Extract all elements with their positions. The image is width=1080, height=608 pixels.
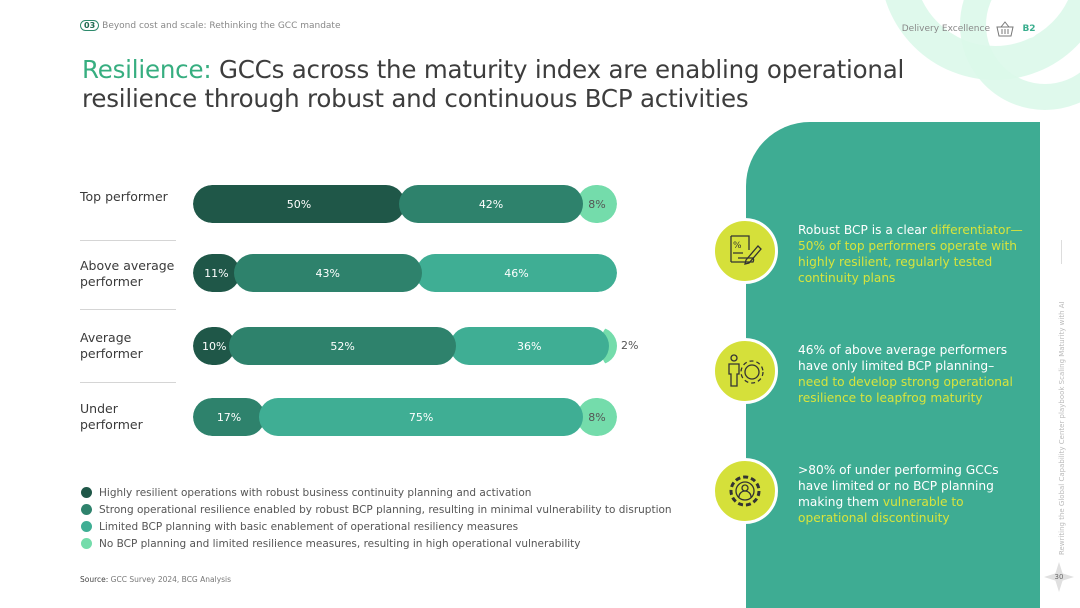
person-gear-icon bbox=[728, 354, 764, 387]
callout-text: Robust BCP is a clear differentiator—50%… bbox=[798, 222, 1023, 286]
legend-label: Limited BCP planning with basic enableme… bbox=[99, 520, 519, 533]
bar-row: 10% 52% 36% bbox=[193, 327, 617, 365]
legend-label: No BCP planning and limited resilience m… bbox=[99, 537, 581, 550]
section-label: Delivery Excellence bbox=[901, 24, 990, 34]
vertical-footer-text: Rewriting the Global Capability Center p… bbox=[1058, 301, 1066, 555]
svg-text:%: % bbox=[733, 241, 742, 251]
callout-text-main: 46% of above average performers have onl… bbox=[798, 343, 1008, 373]
bar-value-label: 42% bbox=[478, 197, 504, 211]
callout: 46% of above average performers have onl… bbox=[712, 338, 1013, 405]
callout-text: 46% of above average performers have onl… bbox=[798, 342, 1023, 406]
bar-segment: 8% bbox=[577, 398, 617, 436]
bar-segment: 52% bbox=[229, 327, 456, 365]
bar-segment: 17% bbox=[193, 398, 266, 436]
bar-segment: 75% bbox=[259, 398, 584, 436]
section-tag: Delivery Excellence B2 bbox=[902, 20, 1038, 38]
bar-row: 11% 43% 46% bbox=[193, 254, 617, 292]
page-number: 30 bbox=[1044, 562, 1074, 592]
section-number: 03 bbox=[80, 20, 100, 31]
callout: >80% of under performing GCCs have limit… bbox=[712, 458, 999, 525]
bar-value-label: 8% bbox=[588, 410, 606, 424]
bar-value-label: 10% bbox=[201, 339, 227, 353]
breadcrumb-text: Beyond cost and scale: Rethinking the GC… bbox=[102, 20, 341, 31]
legend-label: Strong operational resilience enabled by… bbox=[99, 503, 672, 516]
legend-item: Limited BCP planning with basic enableme… bbox=[81, 518, 672, 535]
bar-value-label: 11% bbox=[204, 266, 229, 280]
callout-icon-circle bbox=[712, 458, 778, 524]
source-label: Source: bbox=[80, 575, 109, 584]
legend-swatch bbox=[81, 504, 92, 515]
legend-item: Highly resilient operations with robust … bbox=[81, 484, 672, 501]
legend-swatch bbox=[81, 538, 92, 549]
breadcrumb: 03 Beyond cost and scale: Rethinking the… bbox=[80, 20, 341, 31]
callout-icon-circle bbox=[712, 338, 778, 404]
bar-row: 50% 42% 8% bbox=[193, 185, 617, 223]
legend-swatch bbox=[81, 521, 92, 532]
callout-text-highlight: vulnerable to operational discontinuity bbox=[798, 495, 964, 525]
title-highlight: Resilience: bbox=[82, 55, 212, 84]
bar-value-label: 46% bbox=[504, 266, 529, 280]
gear-person-icon bbox=[729, 475, 761, 507]
source-text: GCC Survey 2024, BCG Analysis bbox=[108, 575, 232, 584]
bar-segment: 42% bbox=[399, 185, 584, 223]
legend-item: Strong operational resilience enabled by… bbox=[81, 501, 672, 518]
legend-label: Highly resilient operations with robust … bbox=[99, 486, 532, 499]
bar-segment: 46% bbox=[415, 254, 617, 292]
row-divider bbox=[80, 382, 176, 383]
callout-text-main: Robust BCP is a clear bbox=[798, 223, 931, 237]
bar-row: 17% 75% 8% bbox=[193, 398, 617, 436]
bar-segment: 8% bbox=[577, 185, 617, 223]
callout-text-highlight: differentiator—50% of top performers ope… bbox=[798, 223, 1023, 285]
callout: % Robust BCP is a clear differentiator—5… bbox=[712, 218, 1023, 285]
row-label: Under performer bbox=[80, 401, 143, 432]
legend-item: No BCP planning and limited resilience m… bbox=[81, 535, 672, 552]
insights-panel bbox=[746, 122, 1040, 608]
document-percent-pen-icon: % bbox=[730, 235, 762, 265]
source-note: Source: GCC Survey 2024, BCG Analysis bbox=[80, 575, 231, 584]
bar-value-label: 43% bbox=[315, 266, 340, 280]
section-badge: B2 bbox=[1020, 20, 1038, 38]
bar-value-label: 36% bbox=[516, 339, 542, 353]
row-label: Above average performer bbox=[80, 258, 175, 289]
bar-value-label: 8% bbox=[588, 197, 606, 211]
decorative-ring bbox=[960, 0, 1080, 110]
callout-text: >80% of under performing GCCs have limit… bbox=[798, 462, 1023, 526]
bar-segment: 36% bbox=[449, 327, 609, 365]
callout-text-main: >80% of under performing GCCs have limit… bbox=[798, 463, 999, 509]
bar-segment: 50% bbox=[193, 185, 405, 223]
chart-legend: Highly resilient operations with robust … bbox=[81, 484, 672, 552]
page-title: Resilience: GCCs across the maturity ind… bbox=[82, 55, 912, 113]
divider bbox=[1061, 240, 1062, 264]
row-divider bbox=[80, 240, 176, 241]
bar-segment: 11% bbox=[193, 254, 240, 292]
bar-value-label: 75% bbox=[408, 410, 434, 424]
bar-segment: 10% bbox=[193, 327, 236, 365]
callout-text-highlight: need to develop strong operational resil… bbox=[798, 375, 1013, 405]
bar-value-label: 52% bbox=[330, 339, 355, 353]
legend-swatch bbox=[81, 487, 92, 498]
bar-value-label: 17% bbox=[216, 410, 242, 424]
row-label: Average performer bbox=[80, 330, 143, 361]
bar-value-label: 2% bbox=[621, 339, 639, 352]
row-label: Top performer bbox=[80, 189, 168, 204]
bar-segment: 43% bbox=[233, 254, 422, 292]
bar-value-label: 50% bbox=[286, 197, 312, 211]
callout-icon-circle: % bbox=[712, 218, 778, 284]
basket-icon bbox=[996, 21, 1014, 37]
row-divider bbox=[80, 309, 176, 310]
title-text: GCCs across the maturity index are enabl… bbox=[82, 55, 905, 113]
